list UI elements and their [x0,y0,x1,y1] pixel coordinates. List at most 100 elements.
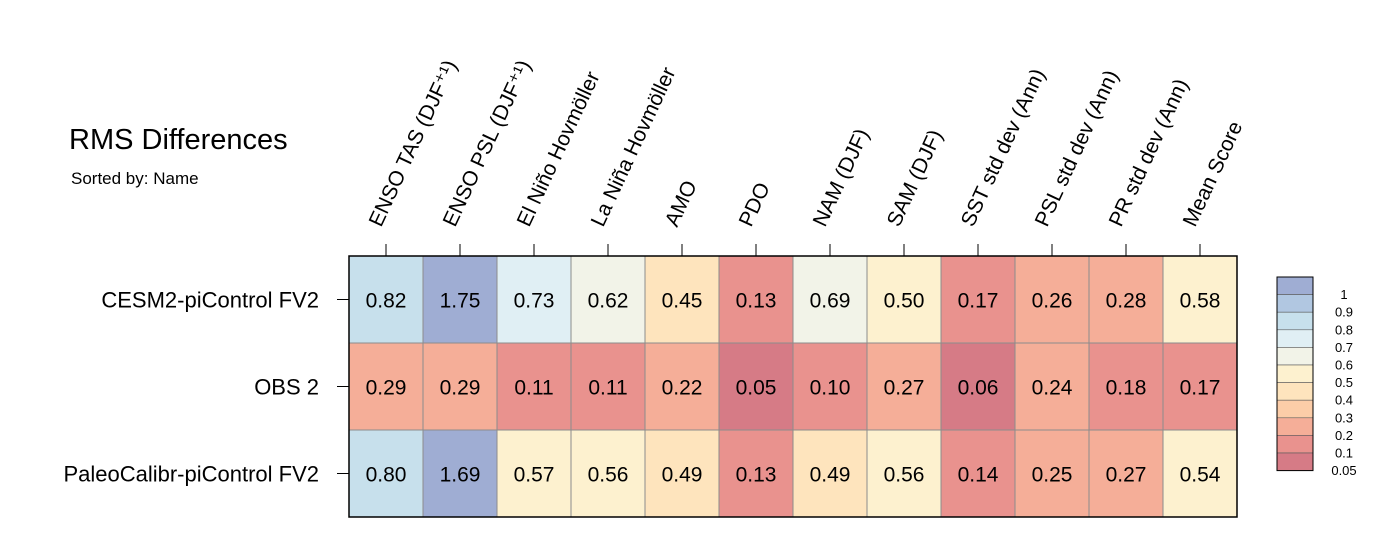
legend-border [1276,276,1314,472]
cell-value: 0.80 [366,464,407,487]
legend-label: 0.8 [1335,322,1353,337]
legend-label: 1 [1340,287,1347,302]
legend-swatch [1276,382,1314,401]
heatmap-cell [940,255,1016,344]
cell-value: 0.05 [736,377,777,400]
heatmap-cell [644,342,720,431]
cell-value: 0.13 [736,464,777,487]
cell-value: 0.57 [514,464,555,487]
legend-swatch [1276,435,1314,454]
row-label: CESM2-piControl FV2 [101,288,319,313]
cell-value: 0.24 [1032,377,1073,400]
cell-value: 0.11 [588,377,627,400]
cell-value: 0.26 [1032,290,1073,313]
legend-swatch [1276,364,1314,383]
legend-label: 0.2 [1335,428,1353,443]
cell-value: 0.10 [810,377,851,400]
heatmap-cell [718,429,794,518]
cell-value: 0.29 [366,377,407,400]
column-label: AMO [661,177,702,230]
heatmap-cells: 0.82 1.75 0.73 0.62 0.45 0.13 0.69 0.50 0.17 0.26… [348,255,1238,518]
heatmap-cell [1162,342,1238,431]
heatmap-cell [866,429,942,518]
cell-value: 1.69 [440,464,481,487]
column-label: PDO [735,179,775,230]
heatmap-cell [570,429,646,518]
cell-value: 0.11 [514,377,553,400]
legend-swatch [1276,329,1314,348]
cell-value: 0.17 [958,290,999,313]
cell-value: 0.49 [662,464,703,487]
legend-label: 0.4 [1335,393,1353,408]
legend-label: 0.1 [1335,446,1353,461]
cell-value: 0.69 [810,290,851,313]
legend-label: 0.9 [1335,305,1353,320]
legend-label: 0.5 [1335,375,1353,390]
legend-swatch [1276,276,1314,295]
column-label: PSL std dev (Ann) [1031,67,1124,230]
heatmap-cell [940,429,1016,518]
row-labels: CESM2-piControl FV2 OBS 2 PaleoCalibr-piCo… [63,288,349,487]
cell-value: 0.18 [1106,377,1147,400]
cell-value: 0.56 [588,464,629,487]
legend-label: 0.05 [1331,463,1356,478]
heatmap-cell [496,429,572,518]
cell-value: 0.22 [662,377,703,400]
cell-value: 0.17 [1180,377,1221,400]
legend-label: 0.6 [1335,358,1353,373]
heatmap-cell [348,255,424,344]
heatmap-cell [570,255,646,344]
cell-value: 0.29 [440,377,481,400]
cell-value: 0.06 [958,377,999,400]
cell-value: 0.25 [1032,464,1073,487]
cell-value: 0.62 [588,290,629,313]
heatmap-cell [792,255,868,344]
heatmap-cell [348,342,424,431]
column-label: SAM (DJF) [883,126,948,230]
cell-value: 0.50 [884,290,925,313]
heatmap-cell [866,342,942,431]
chart-subtitle: Sorted by: Name [71,169,199,188]
heatmap-cell [866,255,942,344]
legend-label: 0.7 [1335,340,1353,355]
legend-swatch [1276,399,1314,419]
cell-value: 0.14 [958,464,999,487]
cell-value: 1.75 [440,290,481,313]
heatmap-cell [1088,342,1164,431]
heatmap-cell [1014,342,1090,431]
cell-value: 0.73 [514,290,555,313]
column-label: La Niña Hovmöller [587,64,681,230]
cell-value: 0.45 [662,290,703,313]
heatmap-cell [1014,255,1090,344]
legend-swatch [1276,452,1314,471]
legend-swatch [1276,311,1314,331]
legend-swatch [1276,347,1314,366]
column-label: NAM (DJF) [809,125,874,230]
row-label: OBS 2 [254,375,319,400]
cell-value: 0.27 [884,377,925,400]
cell-value: 0.58 [1180,290,1221,313]
heatmap-cell [792,429,868,518]
heatmap-cell [644,429,720,518]
column-labels: ENSO TAS (DJF⁺¹)ENSO PSL (DJF⁺¹)El Niño … [365,57,1248,256]
cell-value: 0.13 [736,290,777,313]
row-label: PaleoCalibr-piControl FV2 [63,462,319,487]
cell-value: 0.54 [1180,464,1221,487]
legend-swatch [1276,417,1314,436]
column-label: El Niño Hovmöller [513,68,605,230]
column-label: Mean Score [1179,118,1248,230]
column-label: PR std dev (Ann) [1105,75,1193,230]
heatmap-cell [644,255,720,344]
cell-value: 0.56 [884,464,925,487]
column-label: SST std dev (Ann) [957,65,1050,230]
heatmap-cell [718,342,794,431]
heatmap-cell [422,429,498,518]
cell-value: 0.28 [1106,290,1147,313]
chart-title: RMS Differences [69,124,288,156]
cell-value: 0.27 [1106,464,1147,487]
cell-value: 0.82 [366,290,407,313]
color-legend: 1 0.9 0.8 0.7 0.6 0.5 0.4 0.3 0.2 0.1 0.05 [1276,276,1357,478]
heatmap-cell [940,342,1016,431]
legend-label: 0.3 [1335,410,1353,425]
